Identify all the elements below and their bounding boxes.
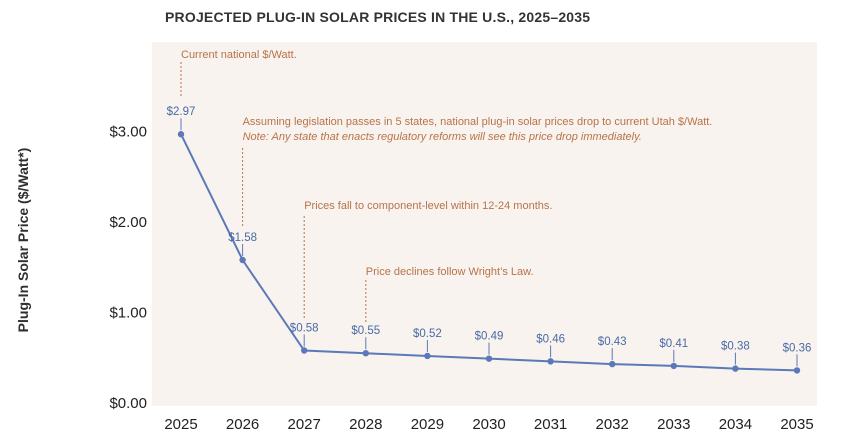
x-tick-label: 2030 <box>472 416 505 433</box>
plot-background <box>152 42 817 406</box>
data-point <box>177 131 185 138</box>
data-point <box>670 362 677 370</box>
data-label: $2.97 <box>167 106 196 118</box>
annotations: Current national $/Watt. Assuming legisla… <box>180 49 713 322</box>
annotation-text: Current national $/Watt. <box>181 49 297 61</box>
data-point <box>301 347 308 354</box>
y-tick-label: $2.00 <box>109 214 147 231</box>
data-label: $0.46 <box>536 333 565 345</box>
data-point <box>485 355 493 362</box>
data-label: $0.58 <box>290 323 319 335</box>
data-label: $0.41 <box>659 338 688 350</box>
y-axis-ticks: $0.00 $1.00 $2.00 $3.00 <box>109 124 147 413</box>
y-tick-label: $1.00 <box>109 305 147 322</box>
x-tick-label: 2026 <box>226 416 259 433</box>
data-point <box>793 367 801 374</box>
x-tick-label: 2027 <box>288 416 321 433</box>
annotation-text: Price declines follow Wright’s Law. <box>366 266 534 278</box>
x-tick-label: 2033 <box>657 416 690 433</box>
data-label: $0.55 <box>351 325 380 337</box>
data-point <box>547 358 554 365</box>
chart-title: PROJECTED PLUG-IN SOLAR PRICES IN THE U.… <box>165 9 590 25</box>
data-label: $0.38 <box>721 341 750 353</box>
y-tick-label: $3.00 <box>109 124 147 141</box>
data-point <box>609 360 616 368</box>
y-axis-label: Plug-In Solar Price ($/Watt*) <box>15 148 31 333</box>
x-axis-ticks: 2025 2026 2027 2028 2029 2030 2031 2032 2033 2034… <box>164 416 813 433</box>
x-tick-label: 2034 <box>719 416 752 433</box>
annotation-text: Assuming legislation passes in 5 states,… <box>243 116 713 128</box>
x-tick-label: 2029 <box>411 416 444 433</box>
x-tick-label: 2031 <box>534 416 567 433</box>
y-tick-label: $0.00 <box>109 395 147 412</box>
x-tick-label: 2028 <box>349 416 382 433</box>
data-point <box>239 256 246 264</box>
data-label: $0.36 <box>783 342 812 354</box>
x-tick-label: 2035 <box>780 416 813 433</box>
data-label: $0.49 <box>475 331 504 343</box>
x-tick-label: 2032 <box>596 416 629 433</box>
annotation-note: Note: Any state that enacts regulatory r… <box>243 131 642 143</box>
data-point <box>424 352 431 360</box>
series-group: $2.97 $1.58 $0.58 $0.55 $0.52 $0.49 $0.46 $0.43… <box>167 106 812 374</box>
data-label: $1.58 <box>228 232 257 244</box>
annotation-text: Prices fall to component-level within 12… <box>304 200 552 212</box>
data-label: $0.43 <box>598 336 627 348</box>
x-tick-label: 2025 <box>164 416 197 433</box>
data-point <box>732 365 739 372</box>
data-point <box>362 350 369 357</box>
data-label: $0.52 <box>413 328 442 340</box>
